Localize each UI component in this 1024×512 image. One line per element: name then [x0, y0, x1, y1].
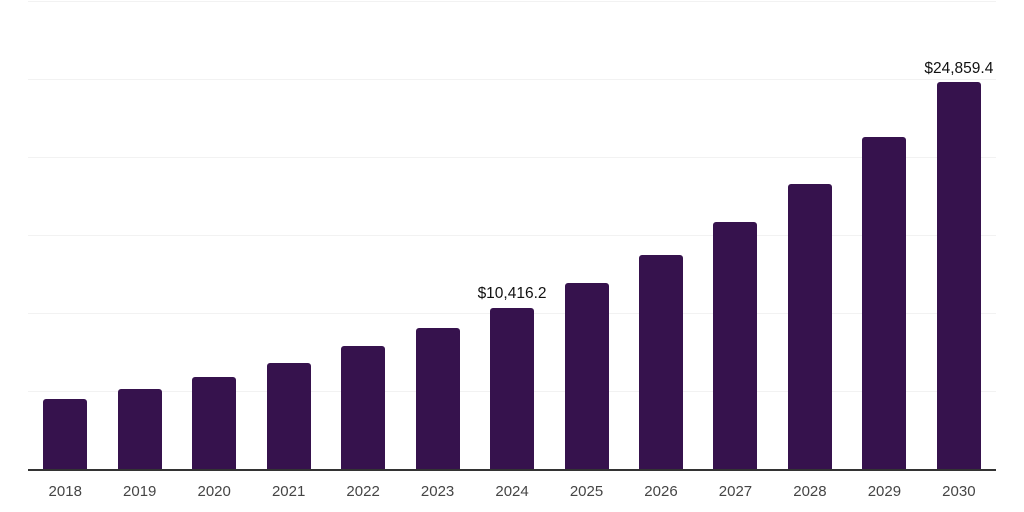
bar-2020	[192, 377, 237, 470]
bar-slot-2027	[698, 2, 772, 470]
bar-slot-2030: $24,859.4	[922, 2, 996, 470]
x-tick-label-2019: 2019	[123, 483, 157, 500]
bar-2028	[787, 183, 832, 470]
bar-slot-2028	[773, 2, 847, 470]
x-tick-label-2021: 2021	[271, 483, 306, 500]
bar-2018	[43, 399, 88, 470]
x-tick-label-2022: 2022	[346, 483, 380, 500]
bar-2026	[638, 254, 683, 470]
x-axis-tick-labels: 2018 2019 2020 2021 2022 2023 2024 2025 2026 2027…	[28, 484, 996, 499]
bar-slot-2024: $10,416.2	[475, 2, 549, 470]
bar-slot-2018	[28, 2, 102, 470]
bar-2019	[117, 389, 162, 470]
bar-2030: $24,859.4	[924, 61, 993, 470]
x-tick-label-2023: 2023	[420, 483, 455, 500]
bar-2029	[862, 137, 907, 470]
x-axis-line	[28, 469, 996, 471]
x-tick-label-2028: 2028	[793, 483, 827, 500]
plot-area: $10,416.2 $24,859.4	[28, 1, 996, 470]
bar-2027	[713, 222, 758, 470]
bar-2022	[341, 345, 386, 470]
bar-2025	[564, 282, 609, 470]
bar-slot-2020	[177, 2, 251, 470]
x-tick-label-2018: 2018	[48, 483, 82, 500]
bar-slot-2022	[326, 2, 400, 470]
x-tick-label-2030: 2030	[942, 483, 976, 500]
gridline-15000	[28, 235, 996, 236]
bars-container: $10,416.2 $24,859.4	[28, 2, 996, 470]
bar-2023	[415, 328, 460, 470]
bar-slot-2026	[624, 2, 698, 470]
gridline-25000	[28, 79, 996, 80]
bar-slot-2023	[400, 2, 474, 470]
x-tick-label-2029: 2029	[867, 483, 902, 500]
bar-slot-2021	[251, 2, 325, 470]
bar-slot-2019	[102, 2, 176, 470]
gridline-30000	[28, 1, 996, 2]
x-tick-label-2027: 2027	[718, 483, 753, 500]
bar-slot-2029	[847, 2, 921, 470]
x-tick-label-2020: 2020	[197, 483, 231, 500]
bar-2024: $10,416.2	[478, 286, 547, 470]
bar-value-label-2024: $10,416.2	[477, 285, 547, 303]
x-tick-label-2024: 2024	[495, 483, 529, 500]
bar-value-label-2030: $24,859.4	[924, 59, 994, 77]
x-tick-label-2026: 2026	[644, 483, 678, 500]
bar-slot-2025	[549, 2, 623, 470]
bar-2021	[266, 362, 311, 470]
x-tick-label-2025: 2025	[569, 483, 604, 500]
gridline-20000	[28, 157, 996, 158]
